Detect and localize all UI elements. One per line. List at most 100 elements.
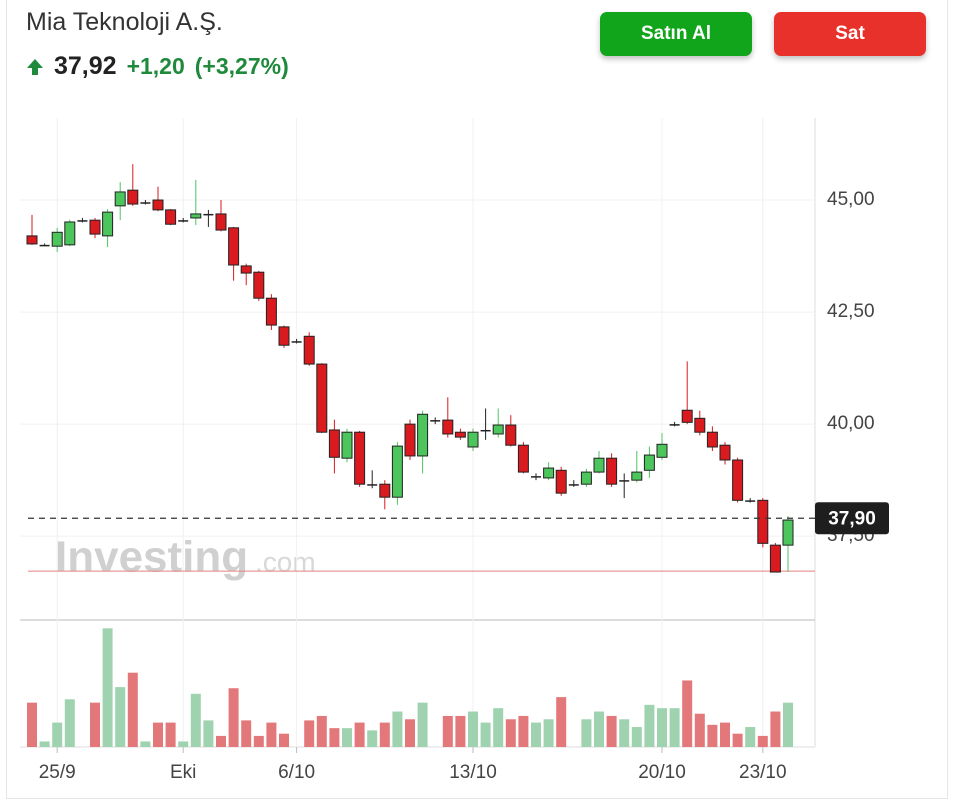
y-tick-label: 40,00 [827,413,875,434]
volume-bar [757,735,768,747]
volume-bar [556,697,567,747]
volume-bar [127,672,138,747]
volume-bar [165,722,176,747]
volume-bar [216,735,226,747]
candle-body [51,231,63,247]
candle-body [732,459,744,501]
candle-body [782,519,794,546]
volume-bar [594,711,604,747]
candle-body [190,213,202,219]
volume-bar [90,702,100,747]
candle-body [531,476,541,478]
candle-body [39,244,50,247]
candle-body [77,220,88,222]
volume-bar [543,719,554,747]
candle-body [379,483,391,498]
volume-bar [316,715,327,747]
candle-body [354,431,366,485]
x-tick-label: 6/10 [278,762,315,783]
candle-body [265,297,277,326]
candle-body [328,429,340,458]
volume-bar [203,720,214,747]
volume-bar [770,711,781,747]
volume-bar [707,724,718,747]
volume-bar [518,715,529,747]
stock-name: Mia Teknoloji A.Ş. [26,8,223,36]
volume-bar [27,702,37,747]
volume-bar [253,735,264,747]
volume-bar [102,628,113,747]
volume-bar [732,733,743,747]
candle-body [430,420,441,422]
volume-bar [480,722,491,747]
volume-bar [442,715,453,747]
x-tick-label: 25/9 [39,762,76,783]
change-percent: (+3,27%) [194,53,289,79]
candle-body [606,457,618,485]
sell-button[interactable]: Sat [774,12,926,56]
volume-bar [266,722,277,747]
volume-bar [304,720,315,747]
candle-body [291,341,302,343]
candle-body [417,413,429,457]
candle-body [341,431,353,459]
candle-body [391,445,403,498]
candle-body [480,429,491,432]
volume-bar [783,702,793,747]
current-price-box [815,502,889,535]
candle-body [757,499,769,544]
candle-body [454,431,466,438]
y-tick-label: 42,50 [827,301,875,322]
volume-bar [228,688,239,747]
volume-bar [115,687,126,747]
volume-bar [505,719,516,747]
volume-bar [178,741,189,747]
x-tick-label: 23/10 [739,762,787,783]
current-price-label: 37,90 [828,508,876,529]
volume-bar [64,699,75,747]
x-tick-label: 20/10 [638,762,686,783]
volume-bar [745,727,756,747]
volume-bar [354,722,365,747]
candle-body [505,424,517,446]
candle-body [643,454,655,471]
candle-body [140,202,151,204]
volume-bar [241,720,252,747]
volume-bar [405,719,415,747]
volume-bar [342,728,352,747]
volume-bar [367,730,378,747]
candle-body [367,484,378,486]
candle-body [215,213,227,231]
price: 37,92 [54,52,117,80]
volume-bar [379,722,390,747]
candle-body [669,424,680,426]
candle-body [165,209,177,225]
candle-body [555,469,567,494]
volume-bar [531,722,541,747]
watermark: Investing [55,533,248,582]
candle-body [467,431,479,448]
candle-body [568,484,579,486]
volume-bar [619,719,630,747]
candle-body [114,191,126,207]
candle-body [127,189,139,205]
candle-body [64,221,76,246]
change: +1,20 [126,53,185,79]
candle-body [178,220,189,222]
widget-card [6,0,948,799]
candle-body [303,335,315,365]
candle-body [89,219,101,235]
volume-bar [720,722,730,747]
volume-bar [694,713,705,747]
volume-bar [606,715,617,747]
volume-bar [657,708,667,747]
volume-bar [417,702,428,747]
x-tick-label: Eki [170,762,196,783]
candle-body [619,480,630,482]
volume-bar [329,728,340,747]
candle-body [517,444,529,473]
buy-button[interactable]: Satın Al [600,12,752,56]
candle-body [694,417,706,433]
volume-bar [493,708,504,747]
quote-row: 37,92 +1,20 (+3,27%) [26,52,289,81]
